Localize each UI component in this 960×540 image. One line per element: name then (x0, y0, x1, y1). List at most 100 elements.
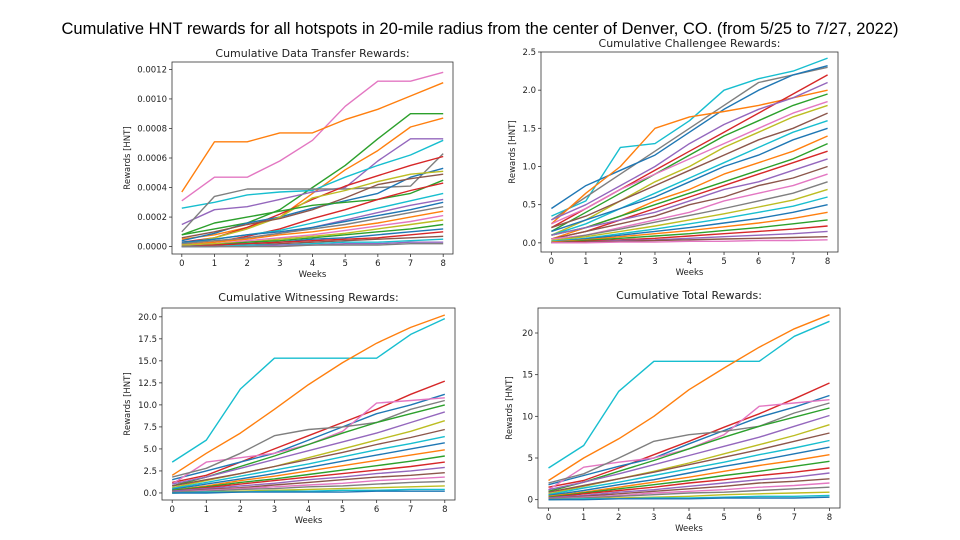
series-line (550, 89, 828, 225)
x-tick-label: 3 (277, 259, 282, 269)
x-tick-label: 7 (792, 513, 797, 523)
y-tick-label: 0.0000 (137, 243, 167, 253)
y-tick-label: 1.0 (522, 163, 536, 173)
series-line (548, 432, 830, 493)
series-line (551, 165, 828, 240)
series-line (548, 467, 830, 499)
x-tick-label: 4 (687, 257, 692, 267)
y-tick-label: 0.0012 (137, 65, 167, 75)
series-line (548, 394, 830, 486)
y-tick-label: 0.0010 (137, 95, 167, 105)
series-line (172, 411, 446, 485)
x-tick-label: 6 (374, 505, 379, 515)
series-line (172, 393, 446, 481)
series-line (548, 414, 830, 491)
x-tick-label: 6 (375, 259, 380, 269)
series-line (181, 206, 444, 245)
series-line (181, 112, 444, 236)
chart-panel-1: 0 1 2 3 4 5 6 7 8 0.0000 0.0002 0.0004 0.0006 0.0008 0… (123, 47, 454, 280)
series-group (548, 314, 830, 501)
series-line (551, 204, 828, 243)
y-tick-label: 15 (522, 371, 533, 381)
series-line (548, 472, 830, 499)
series-line (172, 449, 445, 491)
x-tick-label: 8 (827, 513, 832, 523)
x-tick-label: 1 (583, 257, 588, 267)
x-tick-label: 5 (340, 505, 345, 515)
chart-panel-4: 0 1 2 3 4 5 6 7 8 0 5 10 15 20 Weeks Rewards [HNT] Cumul… (505, 289, 841, 534)
x-tick-label: 3 (651, 513, 656, 523)
series-line (172, 490, 445, 494)
y-tick-label: 0.0008 (137, 124, 167, 134)
series-line (181, 173, 444, 239)
x-tick-label: 1 (204, 505, 209, 515)
series-line (551, 150, 828, 240)
x-tick-label: 7 (408, 259, 413, 269)
y-tick-label: 5 (528, 454, 533, 464)
x-tick-label: 3 (272, 505, 277, 515)
series-line (172, 399, 445, 478)
series-line (551, 196, 828, 242)
series-group (550, 57, 828, 244)
chart-title: Cumulative Challengee Rewards: (599, 37, 781, 50)
y-tick-label: 0.0 (522, 239, 536, 249)
series-line (548, 496, 830, 501)
y-tick-label: 0.0002 (137, 213, 167, 223)
x-tick-label: 7 (790, 257, 795, 267)
y-axis-label: Rewards [HNT] (123, 372, 133, 435)
y-tick-label: 0.0004 (137, 184, 167, 194)
chart-title: Cumulative Total Rewards: (616, 289, 762, 302)
series-line (548, 446, 830, 497)
y-tick-label: 20 (522, 329, 533, 339)
y-tick-label: 15.0 (138, 357, 157, 367)
series-line (172, 466, 445, 492)
series-line (181, 201, 444, 243)
series-line (551, 158, 828, 236)
y-axis-label: Rewards [HNT] (505, 376, 515, 439)
y-tick-label: 12.5 (138, 379, 157, 389)
series-line (551, 93, 828, 233)
y-axis-label: Rewards [HNT] (508, 120, 518, 183)
series-line (172, 380, 446, 484)
series-line (172, 472, 445, 493)
x-tick-label: 4 (310, 259, 315, 269)
y-tick-label: 2.0 (522, 86, 536, 96)
series-line (181, 71, 444, 202)
x-tick-label: 8 (825, 257, 830, 267)
series-line (181, 138, 444, 226)
x-tick-label: 4 (306, 505, 311, 515)
series-line (551, 219, 828, 244)
chart-title: Cumulative Witnessing Rewards: (218, 291, 398, 304)
series-line (551, 66, 828, 221)
x-tick-label: 2 (618, 257, 623, 267)
y-tick-label: 7.5 (143, 423, 157, 433)
series-line (181, 179, 444, 236)
plot-frame (537, 307, 841, 509)
x-tick-label: 0 (546, 513, 551, 523)
y-axis-label: Rewards [HNT] (123, 126, 133, 189)
x-tick-label: 5 (721, 257, 726, 267)
series-line (181, 210, 444, 246)
series-line (172, 442, 445, 491)
x-tick-label: 8 (440, 259, 445, 269)
series-line (548, 407, 830, 492)
series-line (551, 65, 828, 210)
chart-panel-2: 0 1 2 3 4 5 6 7 8 0.0 0.5 1.0 1.5 2.0 2.5 Weeks Rewards … (508, 37, 839, 278)
series-line (548, 320, 830, 469)
y-tick-label: 0 (528, 496, 533, 506)
x-tick-label: 2 (244, 259, 249, 269)
series-line (172, 476, 445, 493)
series-line (551, 211, 828, 243)
series-line (171, 317, 446, 463)
series-line (548, 439, 830, 496)
series-line (181, 231, 444, 248)
series-line (548, 478, 830, 500)
y-tick-label: 17.5 (138, 335, 157, 345)
series-line (172, 461, 445, 492)
y-tick-label: 20.0 (138, 313, 157, 323)
x-tick-label: 2 (616, 513, 621, 523)
series-line (181, 82, 444, 193)
series-line (551, 120, 828, 236)
x-tick-label: 8 (442, 505, 447, 515)
series-line (548, 454, 830, 497)
